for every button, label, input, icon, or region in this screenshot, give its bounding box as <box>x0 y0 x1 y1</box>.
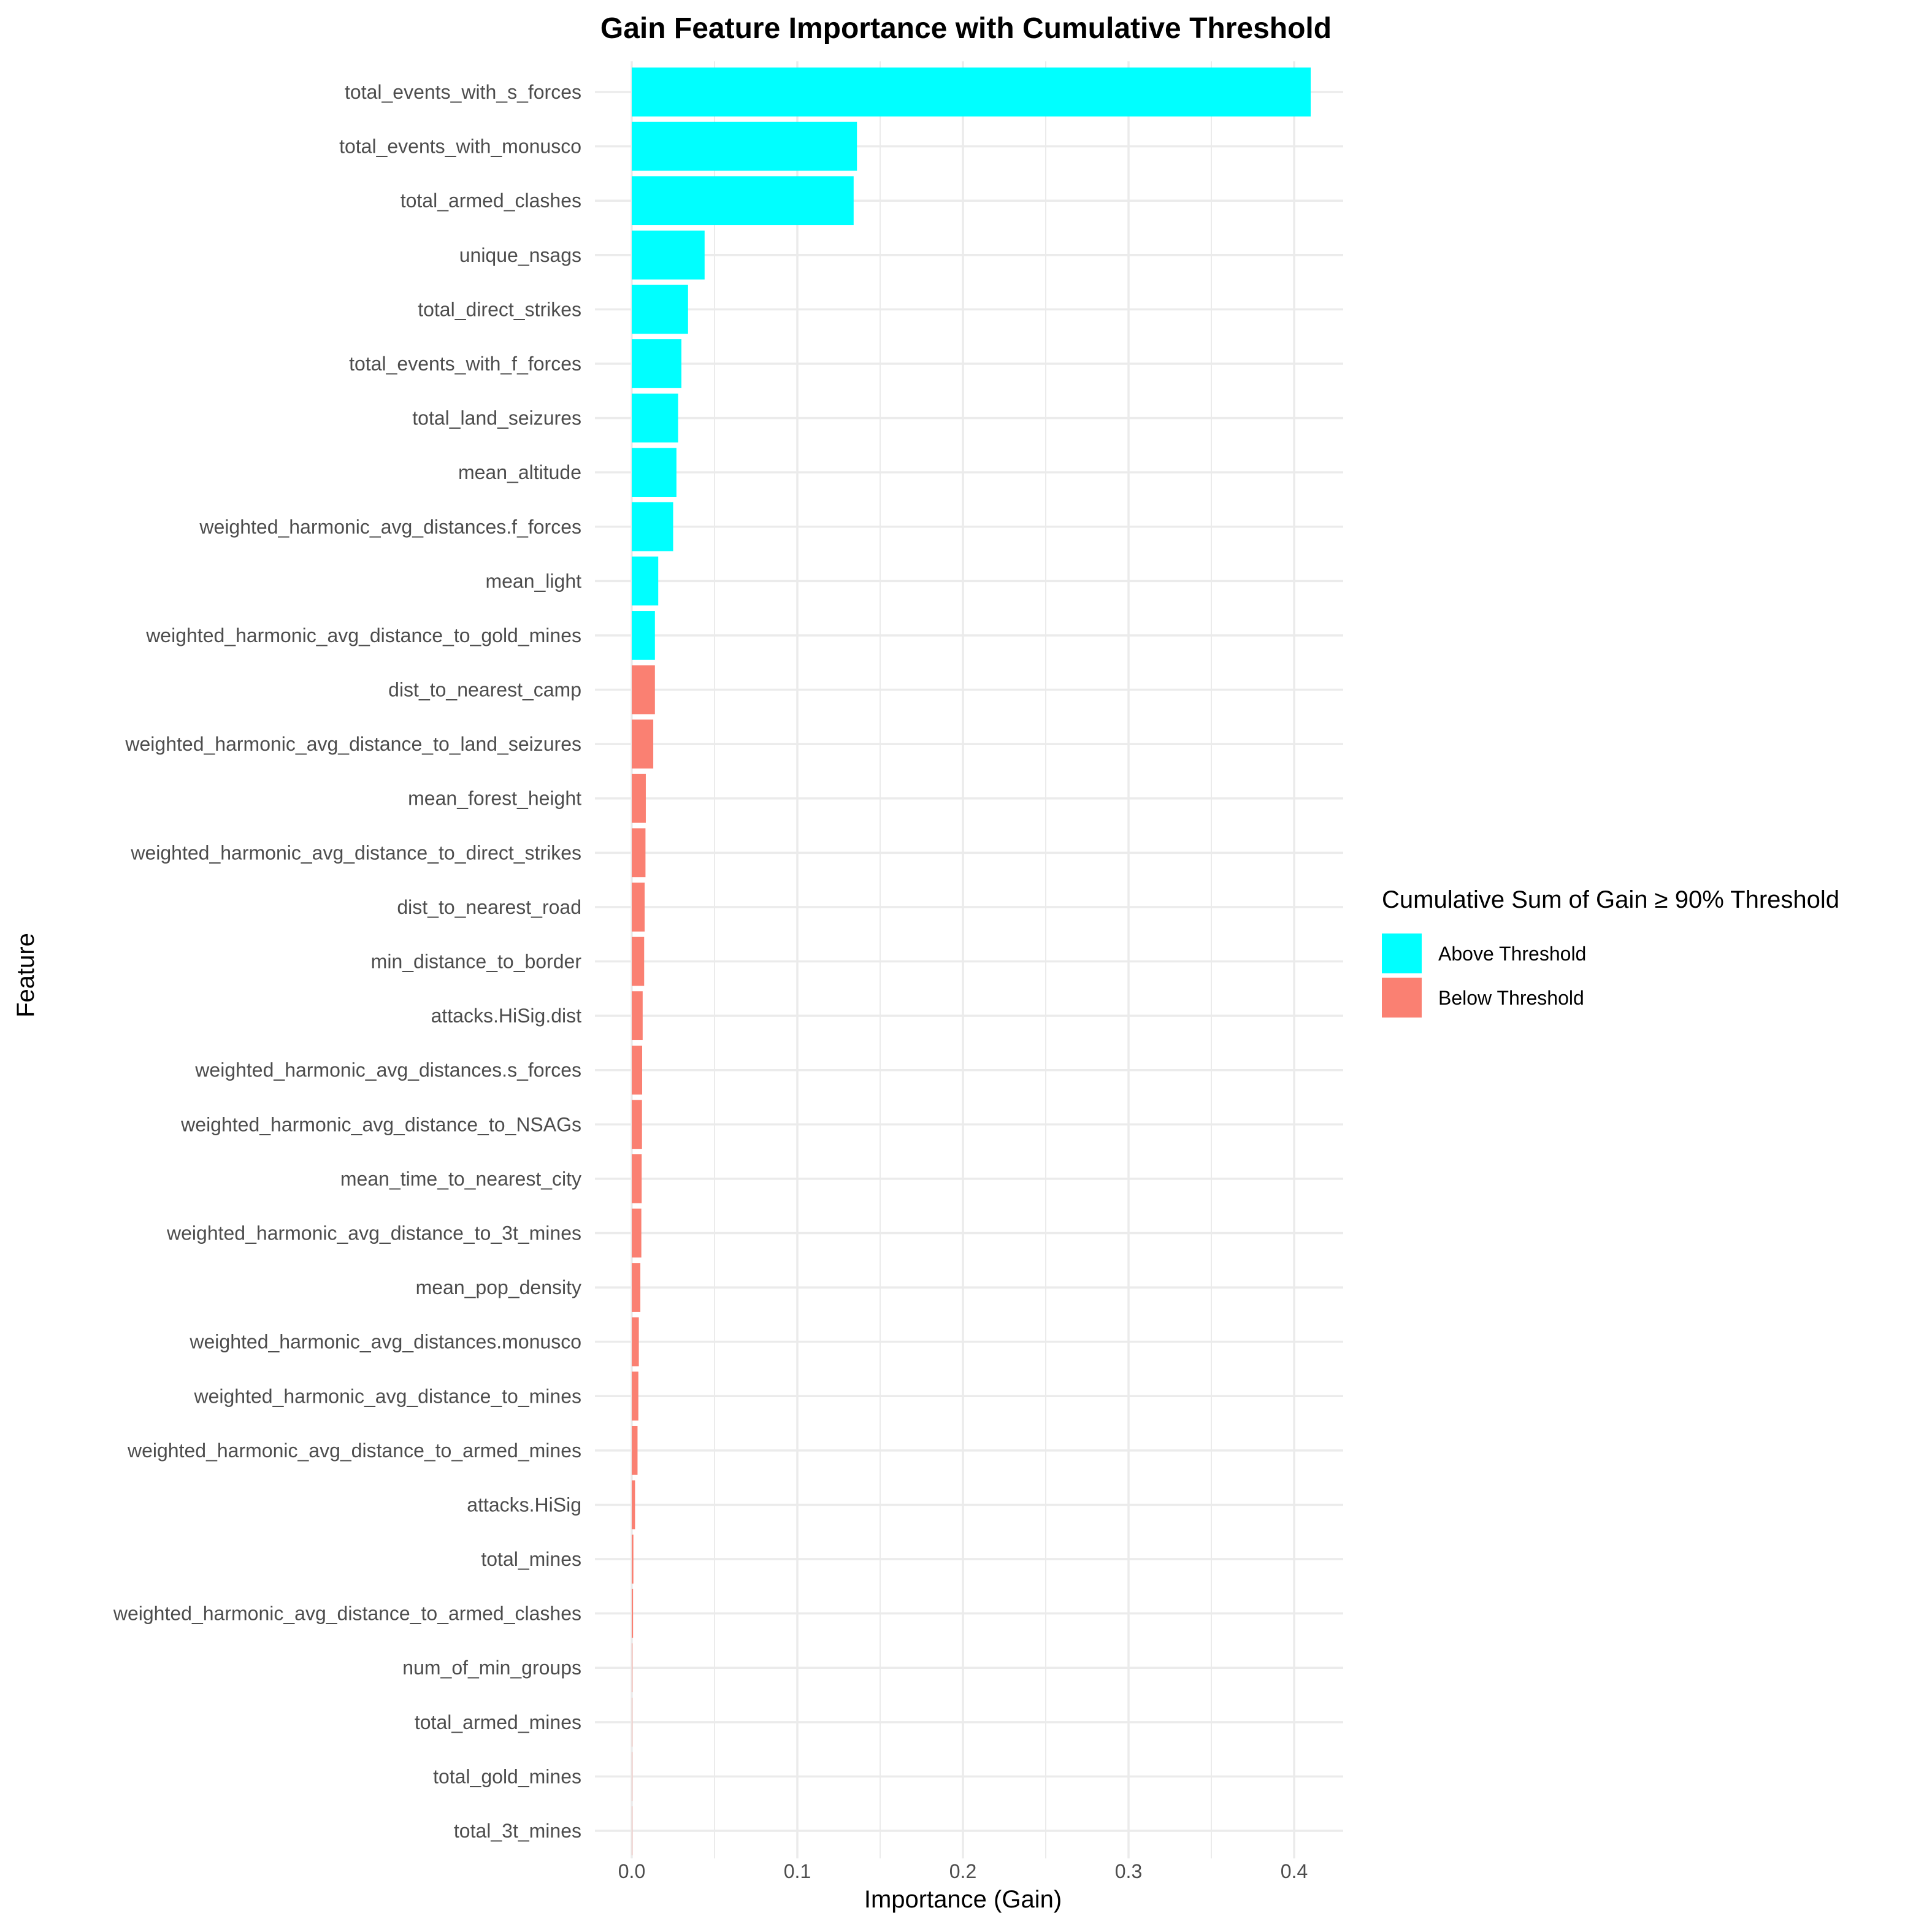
grid-lines <box>595 61 1343 1858</box>
legend-label: Below Threshold <box>1438 987 1584 1009</box>
legend-title: Cumulative Sum of Gain ≥ 90% Threshold <box>1382 886 1839 913</box>
y-tick-label: min_distance_to_border <box>371 951 582 973</box>
bar <box>632 1589 634 1638</box>
y-tick-label: attacks.HiSig <box>467 1493 581 1516</box>
y-tick-label: weighted_harmonic_avg_distances.s_forces <box>194 1059 581 1081</box>
y-tick-label: total_direct_strikes <box>418 298 581 320</box>
x-tick-label: 0.3 <box>1115 1860 1142 1882</box>
bar <box>632 665 655 715</box>
bar <box>632 339 681 388</box>
y-tick-label: total_armed_mines <box>415 1711 581 1733</box>
bar <box>632 773 646 823</box>
y-tick-label: weighted_harmonic_avg_distances.monusco <box>189 1331 581 1353</box>
x-tick-label: 0.2 <box>949 1860 976 1882</box>
bar <box>632 1535 634 1584</box>
y-tick-label: total_gold_mines <box>433 1765 581 1787</box>
bar <box>632 1317 639 1367</box>
y-tick-label: dist_to_nearest_road <box>397 896 581 918</box>
bar <box>632 502 673 551</box>
y-tick-label: total_3t_mines <box>454 1820 581 1842</box>
y-tick-label: total_armed_clashes <box>401 190 581 212</box>
bar <box>632 393 678 443</box>
y-tick-label: weighted_harmonic_avg_distance_to_land_s… <box>125 733 581 755</box>
y-tick-label: total_events_with_f_forces <box>349 353 581 375</box>
legend: Cumulative Sum of Gain ≥ 90% Threshold A… <box>1382 886 1839 1018</box>
bar <box>632 1045 643 1095</box>
y-tick-label: weighted_harmonic_avg_distance_to_NSAGs <box>180 1113 581 1135</box>
bar <box>632 719 654 769</box>
legend-swatch <box>1382 978 1422 1018</box>
bar <box>632 1371 638 1421</box>
x-tick-label: 0.4 <box>1281 1860 1308 1882</box>
bar <box>632 883 645 932</box>
bar <box>632 556 659 606</box>
bar <box>632 828 646 878</box>
bar <box>632 1425 638 1475</box>
y-tick-label: weighted_harmonic_avg_distance_to_gold_m… <box>145 624 581 646</box>
bar <box>632 1263 641 1312</box>
y-tick-label: weighted_harmonic_avg_distances.f_forces <box>199 516 581 538</box>
y-axis-title: Feature <box>12 933 39 1018</box>
bar <box>632 121 857 171</box>
bar <box>632 1100 642 1149</box>
y-tick-label: weighted_harmonic_avg_distance_to_direct… <box>130 841 581 864</box>
y-tick-label: attacks.HiSig.dist <box>431 1005 582 1027</box>
y-tick-label: mean_pop_density <box>416 1276 581 1298</box>
y-tick-label: mean_forest_height <box>408 788 581 810</box>
y-tick-label: weighted_harmonic_avg_distance_to_3t_min… <box>166 1222 581 1244</box>
bars <box>632 67 1311 1855</box>
bar <box>632 176 854 226</box>
y-tick-label: mean_time_to_nearest_city <box>340 1168 581 1190</box>
bar <box>632 1480 635 1530</box>
y-tick-label: total_mines <box>481 1548 581 1570</box>
legend-entries: Above Threshold Below Threshold <box>1382 933 1586 1018</box>
y-axis-tick-labels: total_events_with_s_forces total_events_w… <box>113 81 582 1842</box>
bar <box>632 937 645 986</box>
y-tick-label: num_of_min_groups <box>402 1657 581 1679</box>
bar <box>632 991 643 1040</box>
bar <box>632 448 677 497</box>
x-tick-label: 0.1 <box>784 1860 811 1882</box>
y-tick-label: weighted_harmonic_avg_distance_to_mines <box>193 1385 581 1407</box>
chart-title: Gain Feature Importance with Cumulative … <box>600 12 1332 45</box>
y-tick-label: total_events_with_monusco <box>339 136 581 158</box>
bar <box>632 1208 642 1258</box>
y-tick-label: mean_altitude <box>458 461 581 483</box>
y-tick-label: weighted_harmonic_avg_distance_to_armed_… <box>127 1439 581 1462</box>
y-tick-label: total_events_with_s_forces <box>345 81 581 103</box>
bar <box>632 67 1311 117</box>
legend-label: Above Threshold <box>1438 943 1586 965</box>
y-tick-label: dist_to_nearest_camp <box>388 679 581 701</box>
bar <box>632 285 688 334</box>
y-tick-label: weighted_harmonic_avg_distance_to_armed_… <box>113 1603 581 1625</box>
y-tick-label: mean_light <box>485 570 581 592</box>
bar <box>632 1154 642 1203</box>
bar <box>632 611 655 660</box>
x-axis-tick-labels: 0.0 0.1 0.2 0.3 0.4 <box>618 1860 1308 1882</box>
x-tick-label: 0.0 <box>618 1860 645 1882</box>
legend-swatch <box>1382 933 1422 973</box>
bar <box>632 230 705 280</box>
plot-panel <box>595 61 1343 1858</box>
y-tick-label: unique_nsags <box>459 244 581 266</box>
x-axis-title: Importance (Gain) <box>864 1886 1062 1913</box>
y-tick-label: total_land_seizures <box>412 407 581 429</box>
